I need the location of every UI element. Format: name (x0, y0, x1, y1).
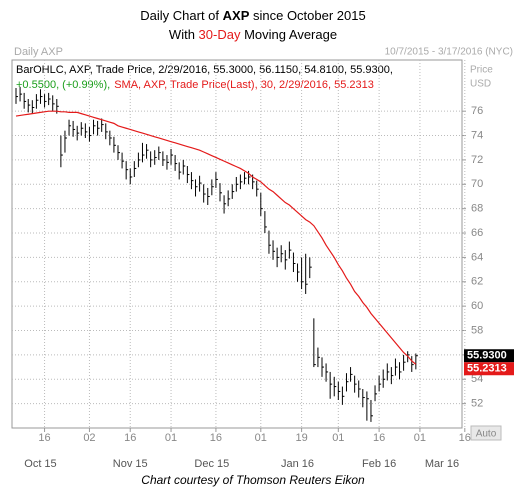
auto-button-box[interactable] (470, 425, 502, 441)
legend-sma: SMA, AXP, Trade Price(Last), 30, 2/29/20… (114, 79, 374, 91)
y-axis-label: USD (470, 79, 491, 90)
legend-entry: +0.5500, (+0.99%), SMA, AXP, Trade Price(… (16, 79, 374, 91)
x-tick-label: 01 (165, 432, 177, 444)
y-tick-label: 76 (471, 105, 483, 117)
x-tick-label: 16 (373, 432, 385, 444)
plot-frame (11, 59, 463, 429)
y-axis-label: Price (470, 65, 493, 76)
month-label: Jan 16 (281, 458, 314, 470)
title-part: since October 2015 (249, 8, 365, 23)
month-label: Oct 15 (24, 458, 56, 470)
sma-line (15, 110, 417, 365)
last-value-label: 55.9300 (467, 350, 507, 362)
chart-subtitle: With 30-Day Moving Average (169, 27, 337, 42)
ohlc-bars (15, 86, 418, 422)
y-tick-label: 54 (471, 373, 483, 385)
title-part: Daily Chart of (140, 8, 222, 23)
y-tick-label: 70 (471, 178, 483, 190)
x-tick-label: 16 (38, 432, 50, 444)
month-label: Nov 15 (113, 458, 148, 470)
x-tick-label: 02 (83, 432, 95, 444)
month-label: Mar 16 (425, 458, 459, 470)
legend-entry: BarOHLC, AXP, Trade Price, 2/29/2016, 55… (16, 64, 393, 76)
subtitle-part: With (169, 27, 199, 42)
auto-button-label[interactable]: Auto (476, 429, 497, 440)
y-tick-label: 52 (471, 398, 483, 410)
header-left: Daily AXP (14, 46, 63, 58)
y-tick-label: 62 (471, 276, 483, 288)
last-value-box (464, 362, 514, 376)
month-label: Dec 15 (194, 458, 229, 470)
y-tick-label: 58 (471, 324, 483, 336)
x-tick-label: 16 (210, 432, 222, 444)
auto-button[interactable]: Auto (470, 425, 502, 441)
y-tick-label: 64 (471, 251, 483, 263)
header-right: 10/7/2015 - 3/17/2016 (NYC) (385, 47, 513, 58)
y-tick-label: 74 (471, 129, 483, 141)
x-tick-label: 19 (295, 432, 307, 444)
subtitle-part: Moving Average (240, 27, 337, 42)
x-tick-label: 01 (414, 432, 426, 444)
x-tick-label: 16 (459, 432, 471, 444)
x-tick-label: 16 (124, 432, 136, 444)
title-part: AXP (223, 8, 250, 23)
footer: Chart courtesy of Thomson Reuters Eikon (141, 473, 365, 487)
month-label: Feb 16 (362, 458, 396, 470)
legend-change: +0.5500, (+0.99%), (16, 79, 110, 91)
y-tick-label: 68 (471, 203, 483, 215)
y-tick-label: 66 (471, 227, 483, 239)
y-tick-label: 60 (471, 300, 483, 312)
last-value-box (464, 349, 514, 363)
chart-title: Daily Chart of AXP since October 2015 (140, 8, 365, 23)
last-value-label: 55.2313 (467, 363, 507, 375)
y-tick-label: 72 (471, 154, 483, 166)
subtitle-part: 30-Day (199, 27, 241, 42)
x-tick-label: 01 (332, 432, 344, 444)
x-tick-label: 01 (255, 432, 267, 444)
